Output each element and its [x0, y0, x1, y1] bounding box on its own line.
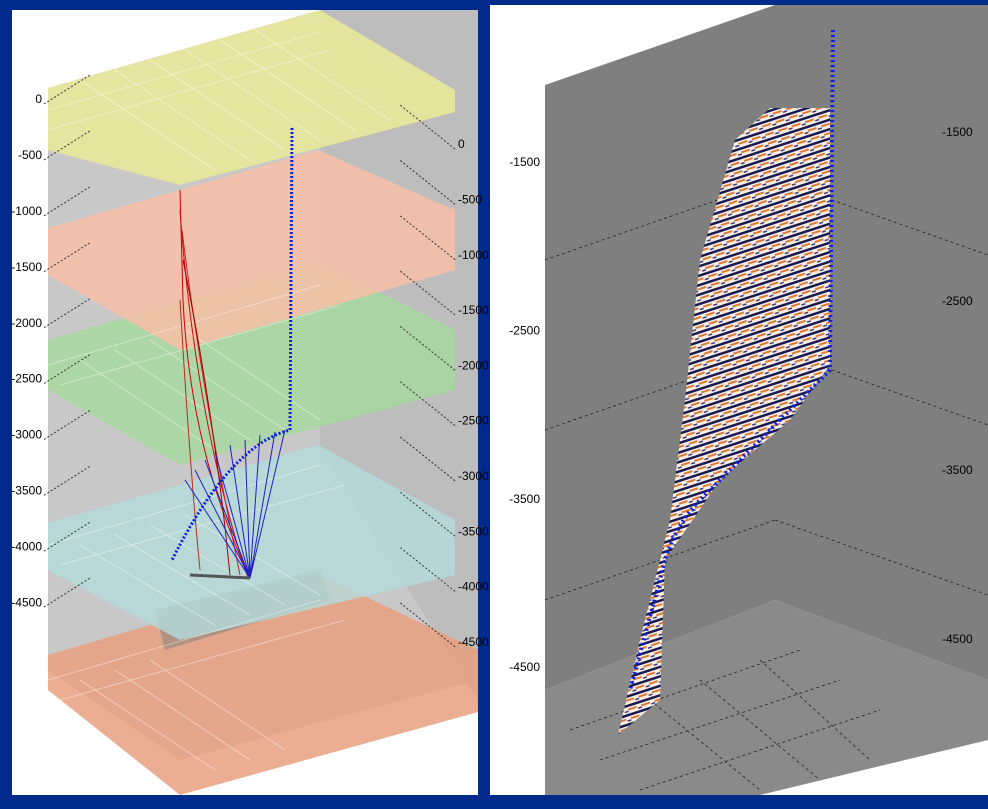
axis-label: -3500 [942, 463, 973, 477]
axis-label: -2500 [942, 294, 973, 308]
axis-label: -3500 [458, 524, 489, 538]
axis-label: -2000 [11, 316, 42, 330]
axis-label: 0 [458, 137, 465, 151]
axis-label: -1000 [11, 204, 42, 218]
axis-label: -1000 [458, 248, 489, 262]
axis-label: -500 [18, 148, 42, 162]
right-panel [490, 5, 988, 795]
axis-label: 0 [35, 92, 42, 106]
axis-label: -4500 [458, 635, 489, 649]
axis-label: -4500 [11, 595, 42, 609]
page: {"left_panel": {"left_axis_labels": [0, … [0, 0, 988, 804]
axis-label: -3000 [11, 428, 42, 442]
axis-label: -3500 [11, 483, 42, 497]
left-panel [12, 10, 478, 795]
axis-label: -1500 [509, 155, 540, 169]
axis-label: -4500 [942, 632, 973, 646]
axis-label: -4000 [11, 539, 42, 553]
axis-label: -3500 [509, 492, 540, 506]
axis-label: -4500 [509, 660, 540, 674]
axis-label: -2000 [458, 358, 489, 372]
axis-label: -2500 [509, 323, 540, 337]
axis-label: -3000 [458, 469, 489, 483]
axis-label: -2500 [458, 414, 489, 428]
axis-label: -1500 [942, 125, 973, 139]
axis-label: -2500 [11, 372, 42, 386]
axis-label: -1500 [11, 260, 42, 274]
axis-label: -1500 [458, 303, 489, 317]
axis-label: -4000 [458, 580, 489, 594]
axis-label: -500 [458, 192, 482, 206]
scene: 0 -500 -1000 -1500 -2000 -2500 -3000 -3500 -4000… [0, 0, 988, 804]
